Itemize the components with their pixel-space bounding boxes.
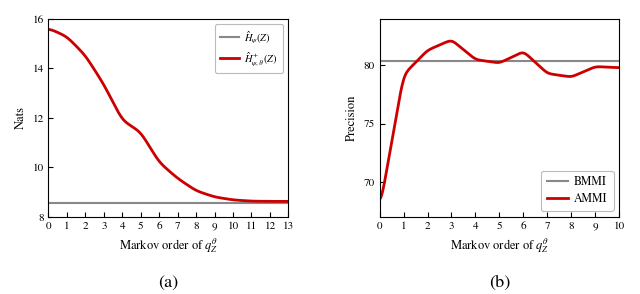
X-axis label: Markov order of $q_Z^\theta$: Markov order of $q_Z^\theta$ — [450, 237, 549, 255]
AMMI — [446, 39, 454, 43]
$\hat{H}^+_{\psi,\vartheta}(Z)$ — [160, 164, 168, 168]
$\hat{H}_{\psi}(Z)$ — [137, 201, 145, 204]
$\hat{H}^+_{\psi,\vartheta}(Z)$ — [45, 28, 52, 31]
AMMI — [611, 66, 618, 69]
$\hat{H}^+_{\psi,\vartheta}(Z)$ — [159, 163, 166, 166]
$\hat{H}_{\psi}(Z)$ — [211, 201, 218, 204]
Line: AMMI: AMMI — [380, 41, 620, 199]
$\hat{H}_{\psi}(Z)$ — [229, 201, 237, 204]
BMMI — [520, 59, 527, 63]
$\hat{H}^+_{\psi,\vartheta}(Z)$ — [282, 200, 289, 203]
AMMI — [490, 61, 498, 64]
$\hat{H}^+_{\psi,\vartheta}(Z)$ — [175, 177, 182, 180]
BMMI — [399, 59, 407, 63]
BMMI — [447, 59, 455, 63]
$\hat{H}_{\psi}(Z)$ — [174, 201, 182, 204]
$\hat{H}_{\psi}(Z)$ — [100, 201, 108, 204]
$\hat{H}_{\psi}(Z)$ — [285, 201, 292, 204]
AMMI — [519, 51, 527, 55]
$\hat{H}_{\psi}(Z)$ — [118, 201, 126, 204]
$\hat{H}_{\psi}(Z)$ — [248, 201, 255, 204]
$\hat{H}^+_{\psi,\vartheta}(Z)$ — [285, 200, 292, 203]
BMMI — [472, 59, 479, 63]
$\hat{H}_{\psi}(Z)$ — [45, 201, 52, 204]
BMMI — [591, 59, 599, 63]
AMMI — [506, 56, 514, 60]
Line: $\hat{H}^+_{\psi,\vartheta}(Z)$: $\hat{H}^+_{\psi,\vartheta}(Z)$ — [49, 29, 289, 201]
$\hat{H}_{\psi}(Z)$ — [156, 201, 163, 204]
$\hat{H}_{\psi}(Z)$ — [266, 201, 274, 204]
AMMI — [616, 66, 623, 69]
BMMI — [543, 59, 551, 63]
$\hat{H}_{\psi}(Z)$ — [192, 201, 200, 204]
AMMI — [376, 197, 383, 201]
BMMI — [376, 59, 383, 63]
$\hat{H}^+_{\psi,\vartheta}(Z)$ — [241, 199, 249, 203]
BMMI — [568, 59, 575, 63]
Y-axis label: Nats: Nats — [15, 106, 27, 129]
$\hat{H}^+_{\psi,\vartheta}(Z)$ — [188, 186, 195, 189]
BMMI — [424, 59, 431, 63]
Y-axis label: Precision: Precision — [346, 95, 358, 141]
$\hat{H}^+_{\psi,\vartheta}(Z)$ — [279, 200, 287, 203]
Legend: $\hat{H}_{\psi}(Z)$, $\hat{H}^+_{\psi,\vartheta}(Z)$: $\hat{H}_{\psi}(Z)$, $\hat{H}^+_{\psi,\v… — [215, 24, 283, 73]
BMMI — [495, 59, 503, 63]
AMMI — [492, 61, 499, 64]
Text: (b): (b) — [489, 275, 510, 291]
BMMI — [616, 59, 623, 63]
Text: (a): (a) — [158, 275, 179, 291]
$\hat{H}_{\psi}(Z)$ — [81, 201, 89, 204]
AMMI — [573, 73, 580, 76]
$\hat{H}_{\psi}(Z)$ — [63, 201, 71, 204]
Legend: BMMI, AMMI: BMMI, AMMI — [541, 171, 614, 211]
X-axis label: Markov order of $q_Z^\theta$: Markov order of $q_Z^\theta$ — [119, 237, 218, 255]
